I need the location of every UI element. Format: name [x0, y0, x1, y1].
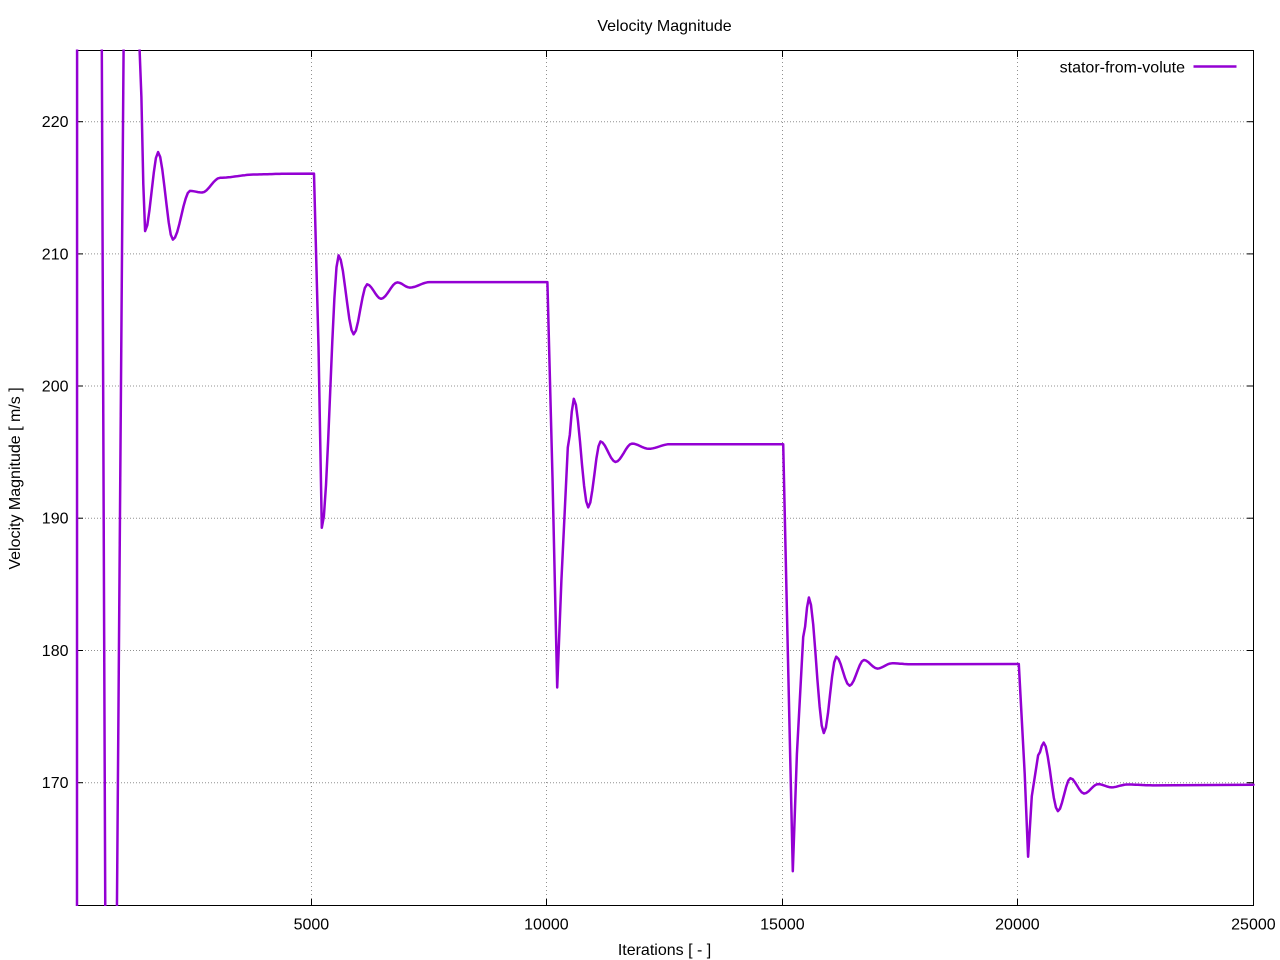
svg-text:220: 220 — [42, 114, 69, 131]
svg-text:190: 190 — [42, 511, 69, 528]
svg-text:15000: 15000 — [760, 917, 805, 934]
svg-text:5000: 5000 — [294, 917, 330, 934]
svg-text:180: 180 — [42, 643, 69, 660]
svg-text:10000: 10000 — [524, 917, 569, 934]
svg-text:Velocity Magnitude [ m/s ]: Velocity Magnitude [ m/s ] — [7, 387, 24, 569]
svg-text:Velocity Magnitude: Velocity Magnitude — [597, 18, 731, 35]
svg-text:210: 210 — [42, 246, 69, 263]
svg-text:20000: 20000 — [995, 917, 1040, 934]
svg-text:170: 170 — [42, 775, 69, 792]
svg-text:200: 200 — [42, 378, 69, 395]
svg-text:stator-from-volute: stator-from-volute — [1060, 60, 1185, 77]
svg-text:Iterations [ - ]: Iterations [ - ] — [618, 942, 711, 959]
svg-text:25000: 25000 — [1231, 917, 1276, 934]
